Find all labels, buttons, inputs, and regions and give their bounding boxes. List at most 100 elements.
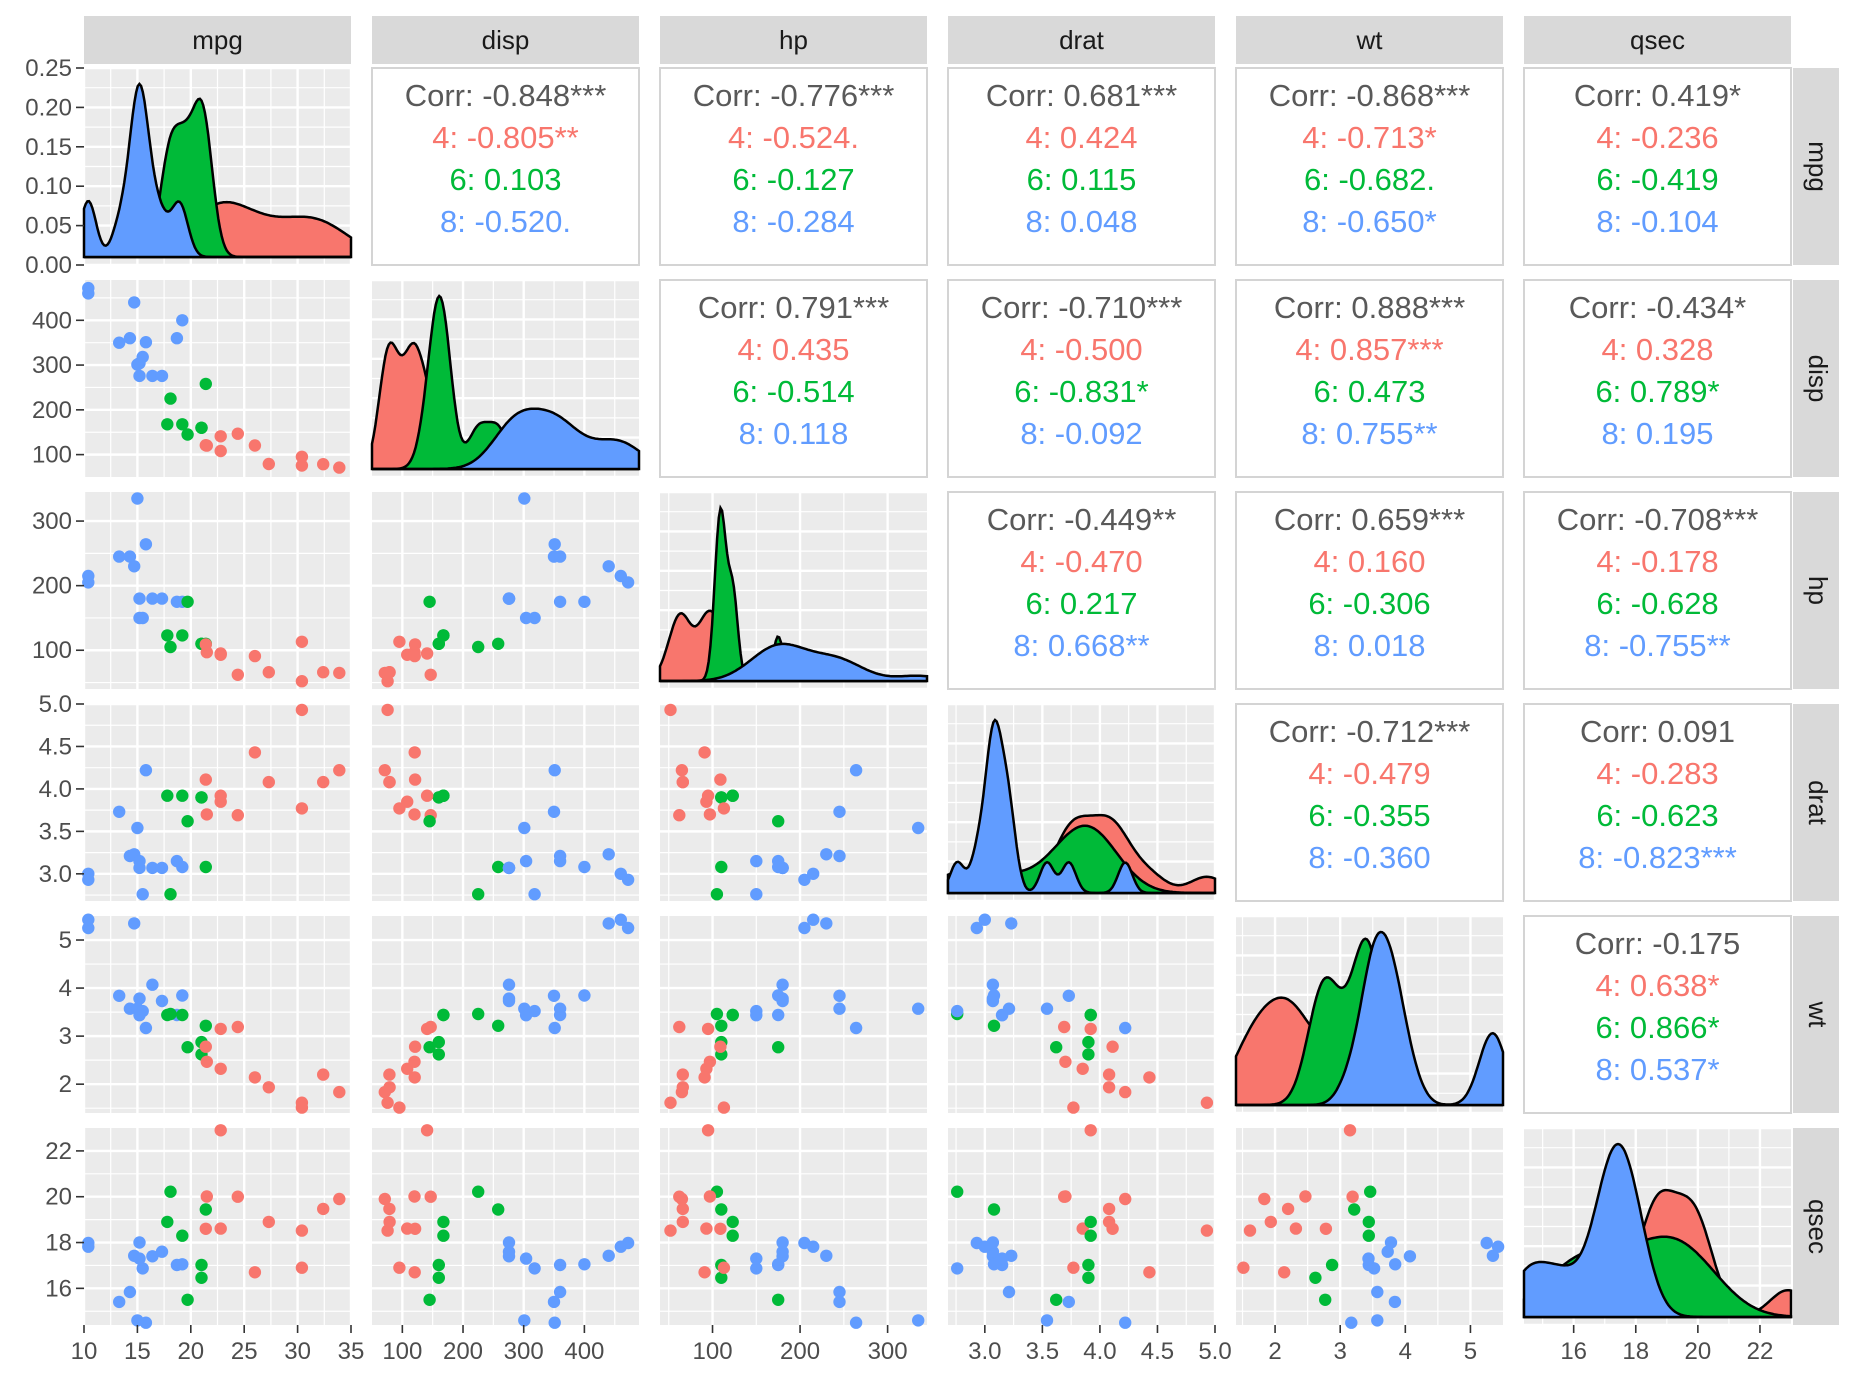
point-4: [408, 1222, 422, 1236]
scatter-panel-wt-drat: [948, 913, 1217, 1114]
point-6: [437, 1229, 450, 1242]
point-8: [133, 992, 146, 1005]
point-8: [113, 805, 126, 818]
point-8: [113, 1295, 126, 1309]
point-8: [772, 1008, 785, 1022]
point-8: [614, 569, 627, 583]
scatter-panel-qsec-wt: [1236, 1124, 1505, 1329]
point-8: [602, 917, 615, 930]
corr-panel-hp-wt: Corr: 0.659*** 4: 0.160 6: -0.306 8: 0.018: [1235, 491, 1504, 690]
point-6: [987, 1019, 1001, 1032]
point-8: [602, 1249, 615, 1263]
point-8: [502, 1245, 516, 1258]
x-tick-label: 400: [564, 1338, 604, 1365]
corr-group-6: 6: 0.866*: [1595, 1010, 1719, 1045]
point-4: [248, 439, 262, 452]
point-6: [164, 392, 177, 405]
point-4: [703, 1190, 717, 1203]
corr-group-4: 4: -0.713*: [1302, 120, 1436, 155]
point-4: [676, 775, 689, 789]
point-8: [176, 314, 189, 327]
x-axis-wt: 2 3 4 5: [1268, 1325, 1477, 1365]
point-4: [378, 1192, 391, 1206]
point-8: [987, 989, 1001, 1002]
point-6: [164, 640, 177, 654]
point-8: [602, 848, 615, 861]
corr-group-8: 8: -0.104: [1596, 204, 1718, 239]
point-4: [1084, 1022, 1097, 1036]
y-tick-label: 0.20: [25, 94, 72, 121]
point-4: [1058, 1020, 1071, 1034]
x-tick-label: 3.0: [968, 1338, 1001, 1365]
corr-group-4: 4: 0.638*: [1595, 968, 1719, 1003]
point-6: [432, 1258, 445, 1272]
point-8: [820, 917, 833, 930]
row-label-hp: hp: [1803, 576, 1833, 605]
point-8: [528, 611, 541, 625]
point-8: [131, 1314, 144, 1327]
y-tick-label: 300: [32, 352, 72, 379]
point-8: [1005, 917, 1018, 930]
point-8: [548, 1021, 561, 1035]
point-4: [1143, 1266, 1156, 1279]
point-6: [437, 1008, 450, 1022]
point-8: [798, 873, 811, 886]
y-tick-label: 400: [32, 307, 72, 334]
corr-group-6: 6: 0.789*: [1595, 374, 1719, 409]
point-4: [1258, 1192, 1271, 1206]
point-6: [432, 1271, 445, 1285]
point-8: [807, 913, 820, 926]
point-4: [199, 638, 212, 651]
point-4: [393, 1101, 406, 1114]
y-tick-label: 0.10: [25, 173, 72, 200]
row-strip-drat: drat: [1793, 704, 1839, 901]
scatter-panel-qsec-disp: [372, 1124, 639, 1329]
point-4: [295, 450, 309, 463]
point-8: [621, 921, 635, 935]
point-4: [199, 439, 212, 452]
point-8: [1040, 1002, 1054, 1015]
point-4: [676, 1215, 689, 1229]
point-8: [155, 369, 169, 383]
corr-group-8: 8: -0.360: [1308, 840, 1430, 875]
point-4: [701, 1022, 715, 1036]
point-4: [393, 635, 406, 648]
point-4: [1243, 1224, 1257, 1237]
point-8: [553, 1285, 567, 1299]
point-8: [951, 1262, 964, 1275]
corr-group-4: 4: -0.470: [1020, 544, 1142, 579]
corr-group-8: 8: 0.018: [1313, 628, 1425, 663]
point-4: [295, 802, 309, 815]
point-6: [195, 1271, 208, 1285]
point-4: [675, 1192, 689, 1206]
corr-group-6: 6: 0.217: [1025, 586, 1137, 621]
point-8: [995, 1009, 1009, 1022]
x-tick-label: 4: [1399, 1338, 1412, 1365]
corr-group-6: 6: -0.682.: [1304, 162, 1435, 197]
x-tick-label: 100: [382, 1338, 422, 1365]
point-4: [333, 1192, 346, 1206]
point-4: [1059, 1190, 1072, 1203]
scatter-panel-disp-mpg: [82, 280, 353, 477]
point-8: [519, 854, 533, 868]
point-6: [772, 815, 785, 828]
point-4: [393, 802, 406, 815]
point-4: [295, 1101, 309, 1114]
point-8: [820, 1249, 833, 1263]
x-tick-label: 16: [1560, 1338, 1587, 1365]
point-8: [548, 764, 561, 777]
point-8: [547, 550, 561, 563]
y-tick-label: 16: [45, 1275, 72, 1302]
point-8: [1362, 1252, 1375, 1265]
point-4: [262, 457, 275, 471]
corr-group-8: 8: -0.520.: [440, 204, 571, 239]
point-8: [750, 888, 763, 901]
point-8: [146, 592, 159, 605]
x-tick-label: 30: [284, 1338, 311, 1365]
point-4: [317, 666, 330, 679]
point-4: [214, 430, 227, 443]
y-tick-label: 100: [32, 442, 72, 469]
point-4: [199, 1040, 212, 1053]
point-6: [432, 1048, 445, 1061]
row-strip-disp: disp: [1793, 280, 1839, 477]
